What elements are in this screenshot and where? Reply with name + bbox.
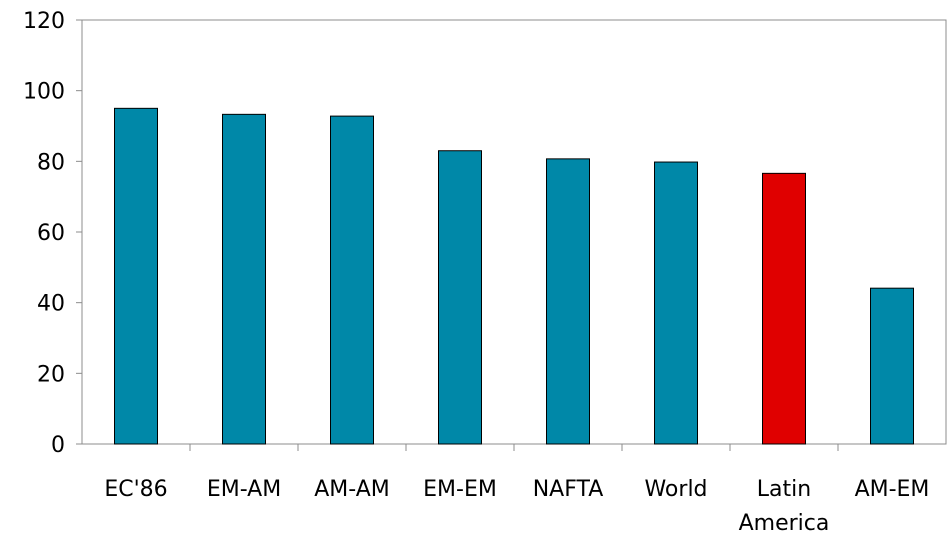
y-tick-label: 100 [23,80,65,105]
bar-world [654,161,698,445]
bar-nafta [546,158,590,445]
x-tick-label-line: America [739,511,830,535]
x-tick-label-line: EM-EM [423,477,497,502]
x-tick-label-line: World [644,477,707,502]
x-tick-label-line: AM-AM [314,477,390,502]
x-tick-label: AM-AM [314,477,390,502]
bar-latin-america [762,172,806,445]
x-tick-label: EC'86 [104,477,167,502]
bar-am-em [870,287,914,445]
x-tick-label-line: EC'86 [104,477,167,502]
y-axis-ticks: 0 20 40 60 80 100 120 [23,9,839,458]
x-tick-label-line: Latin [757,477,811,502]
bar-em-em [438,150,482,445]
y-tick-label: 0 [51,433,65,458]
y-tick-label: 40 [37,292,65,317]
x-tick-label-line: EM-AM [207,477,281,502]
x-tick-label-line: NAFTA [533,477,604,502]
bars-group [114,107,914,445]
bar-ec-86 [114,107,158,445]
x-tick-label: World [644,477,707,502]
y-tick-label: 120 [23,9,65,34]
x-tick-label: Latin America [739,477,830,535]
x-tick-label: EM-AM [207,477,281,502]
plot-border [81,19,947,445]
bar-em-am [222,113,266,445]
y-tick-label: 80 [37,150,65,175]
x-tick-label: NAFTA [533,477,604,502]
x-tick-label-line: AM-EM [855,477,930,502]
plot-area [81,19,947,445]
x-axis-ticks: EC'86 EM-AM AM-AM EM-EM NAFTA World Latin Ameri… [104,477,930,536]
bar-am-am [330,115,374,445]
x-tick-label: EM-EM [423,477,497,502]
y-tick-label: 60 [37,221,65,246]
x-tick-label: AM-EM [855,477,930,502]
y-tick-label: 20 [37,362,65,387]
